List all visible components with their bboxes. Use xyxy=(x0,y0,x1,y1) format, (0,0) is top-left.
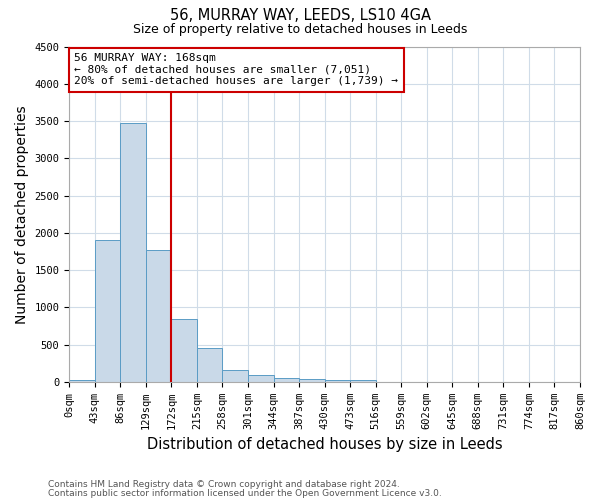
Y-axis label: Number of detached properties: Number of detached properties xyxy=(15,105,29,324)
Bar xyxy=(146,250,172,382)
Bar xyxy=(95,240,121,382)
Bar xyxy=(121,122,146,382)
Bar xyxy=(350,380,376,382)
Bar xyxy=(172,320,197,382)
Text: Contains public sector information licensed under the Open Government Licence v3: Contains public sector information licen… xyxy=(48,489,442,498)
Bar xyxy=(325,380,350,382)
Text: Contains HM Land Registry data © Crown copyright and database right 2024.: Contains HM Land Registry data © Crown c… xyxy=(48,480,400,489)
Bar xyxy=(223,370,248,382)
Text: 56 MURRAY WAY: 168sqm
← 80% of detached houses are smaller (7,051)
20% of semi-d: 56 MURRAY WAY: 168sqm ← 80% of detached … xyxy=(74,53,398,86)
Text: 56, MURRAY WAY, LEEDS, LS10 4GA: 56, MURRAY WAY, LEEDS, LS10 4GA xyxy=(170,8,431,22)
Bar xyxy=(248,375,274,382)
Bar xyxy=(299,380,325,382)
Bar xyxy=(197,348,223,382)
Bar xyxy=(274,378,299,382)
Text: Size of property relative to detached houses in Leeds: Size of property relative to detached ho… xyxy=(133,22,467,36)
Bar xyxy=(69,380,95,382)
X-axis label: Distribution of detached houses by size in Leeds: Distribution of detached houses by size … xyxy=(147,438,502,452)
